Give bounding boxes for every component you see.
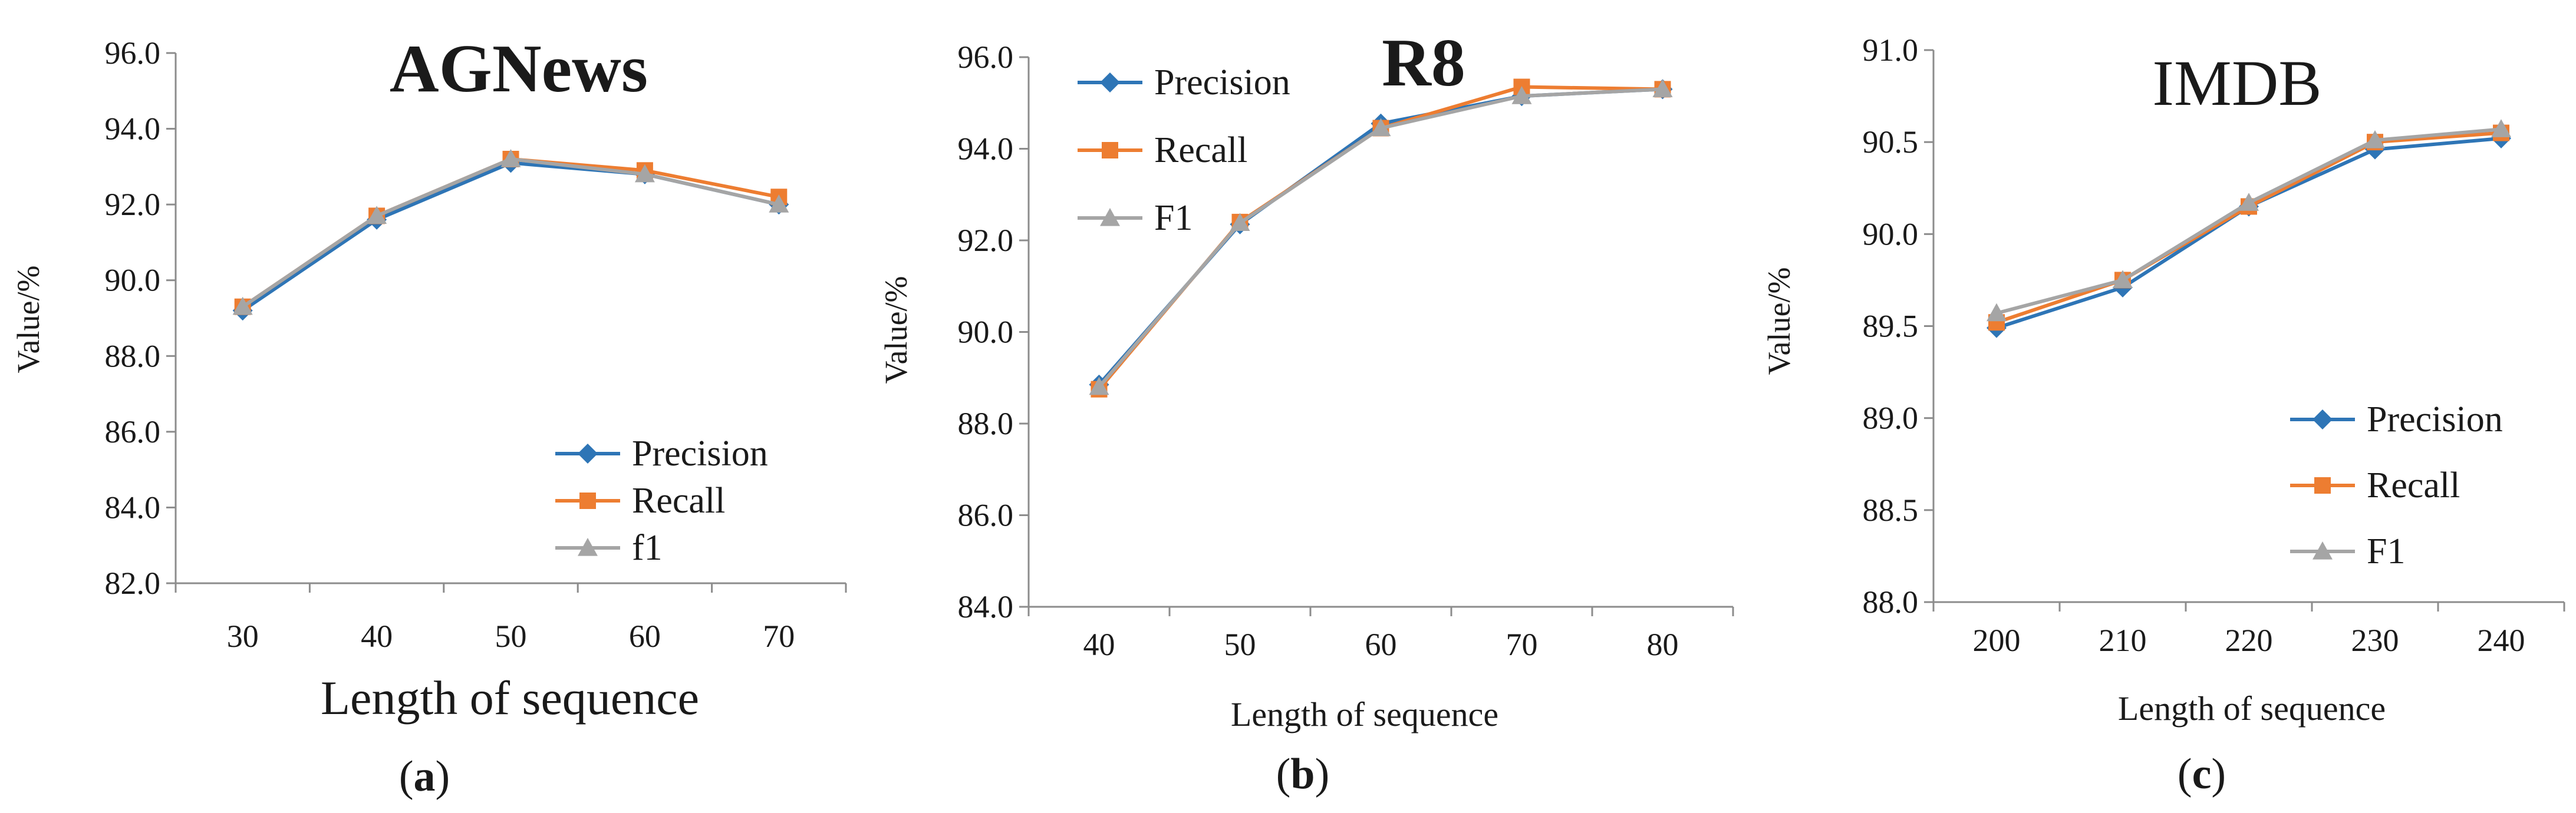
chart-b-ytick-label: 88.0 <box>958 406 1014 441</box>
chart-a-legend-label-recall: Recall <box>632 481 725 521</box>
chart-b-point-f1 <box>1089 376 1109 395</box>
chart-a-title: AGNews <box>390 31 648 107</box>
chart-c-ytick-label: 90.5 <box>1863 124 1919 160</box>
chart-c-legend-marker-f1 <box>2313 541 2333 560</box>
chart-b-title: R8 <box>1382 25 1465 101</box>
chart-a-ytick-label: 84.0 <box>105 490 161 525</box>
chart-c-legend-marker-recall <box>2314 477 2331 494</box>
chart-b-ytick-label: 96.0 <box>958 39 1014 75</box>
chart-b-point-f1 <box>1511 86 1532 104</box>
chart-b-xtick-label: 70 <box>1506 627 1538 662</box>
chart-c-xtick-label: 230 <box>2351 623 2399 658</box>
chart-panel-a: AGNews Value/% Length of sequence (a) 82… <box>11 31 847 801</box>
chart-c-ytick-label: 90.0 <box>1863 216 1919 252</box>
chart-b-xtick-label: 60 <box>1365 627 1397 662</box>
chart-c-xlabel: Length of sequence <box>2118 689 2386 728</box>
chart-c-caption-letter: c <box>2192 750 2212 798</box>
chart-b-legend-label-f1: F1 <box>1154 198 1193 238</box>
chart-a-legend-label-precision: Precision <box>632 434 768 474</box>
chart-b-ytick-label: 86.0 <box>958 498 1014 533</box>
chart-a-ytick-label: 96.0 <box>105 35 161 71</box>
chart-a-point-f1 <box>634 164 655 183</box>
chart-a-ytick-label: 86.0 <box>105 414 161 450</box>
chart-b-point-f1 <box>1652 79 1673 98</box>
chart-c-point-f1 <box>2491 119 2511 137</box>
chart-a-point-f1 <box>500 149 521 167</box>
chart-a-point-f1 <box>232 296 253 315</box>
chart-b-caption-close: ) <box>1315 750 1330 798</box>
chart-c-ylabel: Value/% <box>1761 267 1797 375</box>
chart-a-caption: (a) <box>399 752 450 801</box>
chart-b-legend-marker-precision <box>1100 72 1120 92</box>
chart-c-series-line-f1 <box>1996 127 2502 315</box>
chart-c-xtick-label: 220 <box>2225 623 2273 658</box>
chart-a-ytick-label: 92.0 <box>105 187 161 222</box>
chart-b-point-f1 <box>1230 213 1250 232</box>
chart-a-series-line-recall <box>242 157 779 309</box>
chart-c-point-f1 <box>1987 303 2007 322</box>
chart-c-point-f1 <box>2239 193 2259 211</box>
chart-b-ytick-label: 84.0 <box>958 589 1014 624</box>
chart-panel-b: R8 Value/% Length of sequence (b) 84.0 86… <box>878 25 1734 798</box>
chart-b-legend-label-recall: Recall <box>1154 130 1247 170</box>
chart-a-legend-marker-f1 <box>578 538 598 556</box>
chart-c-xtick-label: 210 <box>2099 623 2147 658</box>
chart-a-ytick-label: 82.0 <box>105 566 161 601</box>
chart-a-ylabel: Value/% <box>11 266 46 374</box>
chart-a-legend-marker-precision <box>578 444 598 464</box>
chart-a-caption-letter: a <box>414 752 436 801</box>
chart-c-caption-close: ) <box>2211 750 2226 798</box>
chart-c-legend-label-f1: F1 <box>2367 531 2405 571</box>
chart-a-ytick-label: 90.0 <box>105 263 161 298</box>
chart-b-caption-letter: b <box>1290 750 1315 798</box>
chart-c-legend-label-recall: Recall <box>2367 465 2460 505</box>
chart-b-point-f1 <box>1371 118 1391 137</box>
chart-b-caption: (b) <box>1276 750 1329 798</box>
chart-a-point-f1 <box>367 206 387 224</box>
chart-a-legend-marker-recall <box>579 493 596 509</box>
chart-b-xtick-label: 80 <box>1647 627 1679 662</box>
chart-b-ytick-label: 94.0 <box>958 131 1014 167</box>
chart-c-caption-open: ( <box>2178 750 2192 798</box>
chart-a-caption-close: ) <box>436 752 450 801</box>
chart-c-point-f1 <box>2365 130 2385 148</box>
chart-c-ytick-label: 89.0 <box>1863 401 1919 436</box>
chart-a-caption-open: ( <box>399 752 414 801</box>
chart-c-title: IMDB <box>2152 47 2321 119</box>
chart-c-ytick-label: 88.5 <box>1863 493 1919 528</box>
chart-c-xtick-label: 240 <box>2478 623 2525 658</box>
chart-c-ytick-label: 89.5 <box>1863 309 1919 344</box>
chart-a-ytick-label: 94.0 <box>105 111 161 147</box>
chart-b-legend-label-precision: Precision <box>1154 62 1290 103</box>
chart-a-xtick-label: 40 <box>361 619 393 654</box>
chart-c-ytick-label: 88.0 <box>1863 584 1919 620</box>
chart-c-ytick-label: 91.0 <box>1863 32 1919 68</box>
chart-b-caption-open: ( <box>1276 750 1291 798</box>
chart-b-xlabel: Length of sequence <box>1231 695 1498 733</box>
chart-a-xlabel: Length of sequence <box>321 671 699 725</box>
chart-a-xtick-label: 60 <box>629 619 661 654</box>
chart-b-ytick-label: 92.0 <box>958 223 1014 258</box>
chart-c-xtick-label: 200 <box>1973 623 2021 658</box>
chart-c-legend-label-precision: Precision <box>2367 399 2503 439</box>
chart-b-ytick-label: 90.0 <box>958 315 1014 350</box>
chart-b-ylabel: Value/% <box>878 276 914 384</box>
chart-a-xtick-label: 30 <box>227 619 259 654</box>
chart-b-legend-marker-f1 <box>1100 208 1120 226</box>
chart-panel-c: IMDB Value/% Length of sequence (c) 88.0… <box>1761 32 2565 798</box>
chart-a-legend-label-f1: f1 <box>632 528 663 568</box>
chart-c-series-line-precision <box>1996 136 2502 330</box>
chart-b-legend-marker-recall <box>1102 142 1118 158</box>
chart-c-caption: (c) <box>2178 750 2226 798</box>
chart-a-point-f1 <box>769 194 789 213</box>
chart-c-legend-marker-precision <box>2313 409 2333 429</box>
chart-a-xtick-label: 70 <box>763 619 795 654</box>
chart-b-xtick-label: 40 <box>1083 627 1115 662</box>
chart-a-ytick-label: 88.0 <box>105 338 161 374</box>
chart-a-xtick-label: 50 <box>495 619 527 654</box>
chart-c-point-f1 <box>2113 270 2133 289</box>
chart-b-xtick-label: 50 <box>1224 627 1256 662</box>
